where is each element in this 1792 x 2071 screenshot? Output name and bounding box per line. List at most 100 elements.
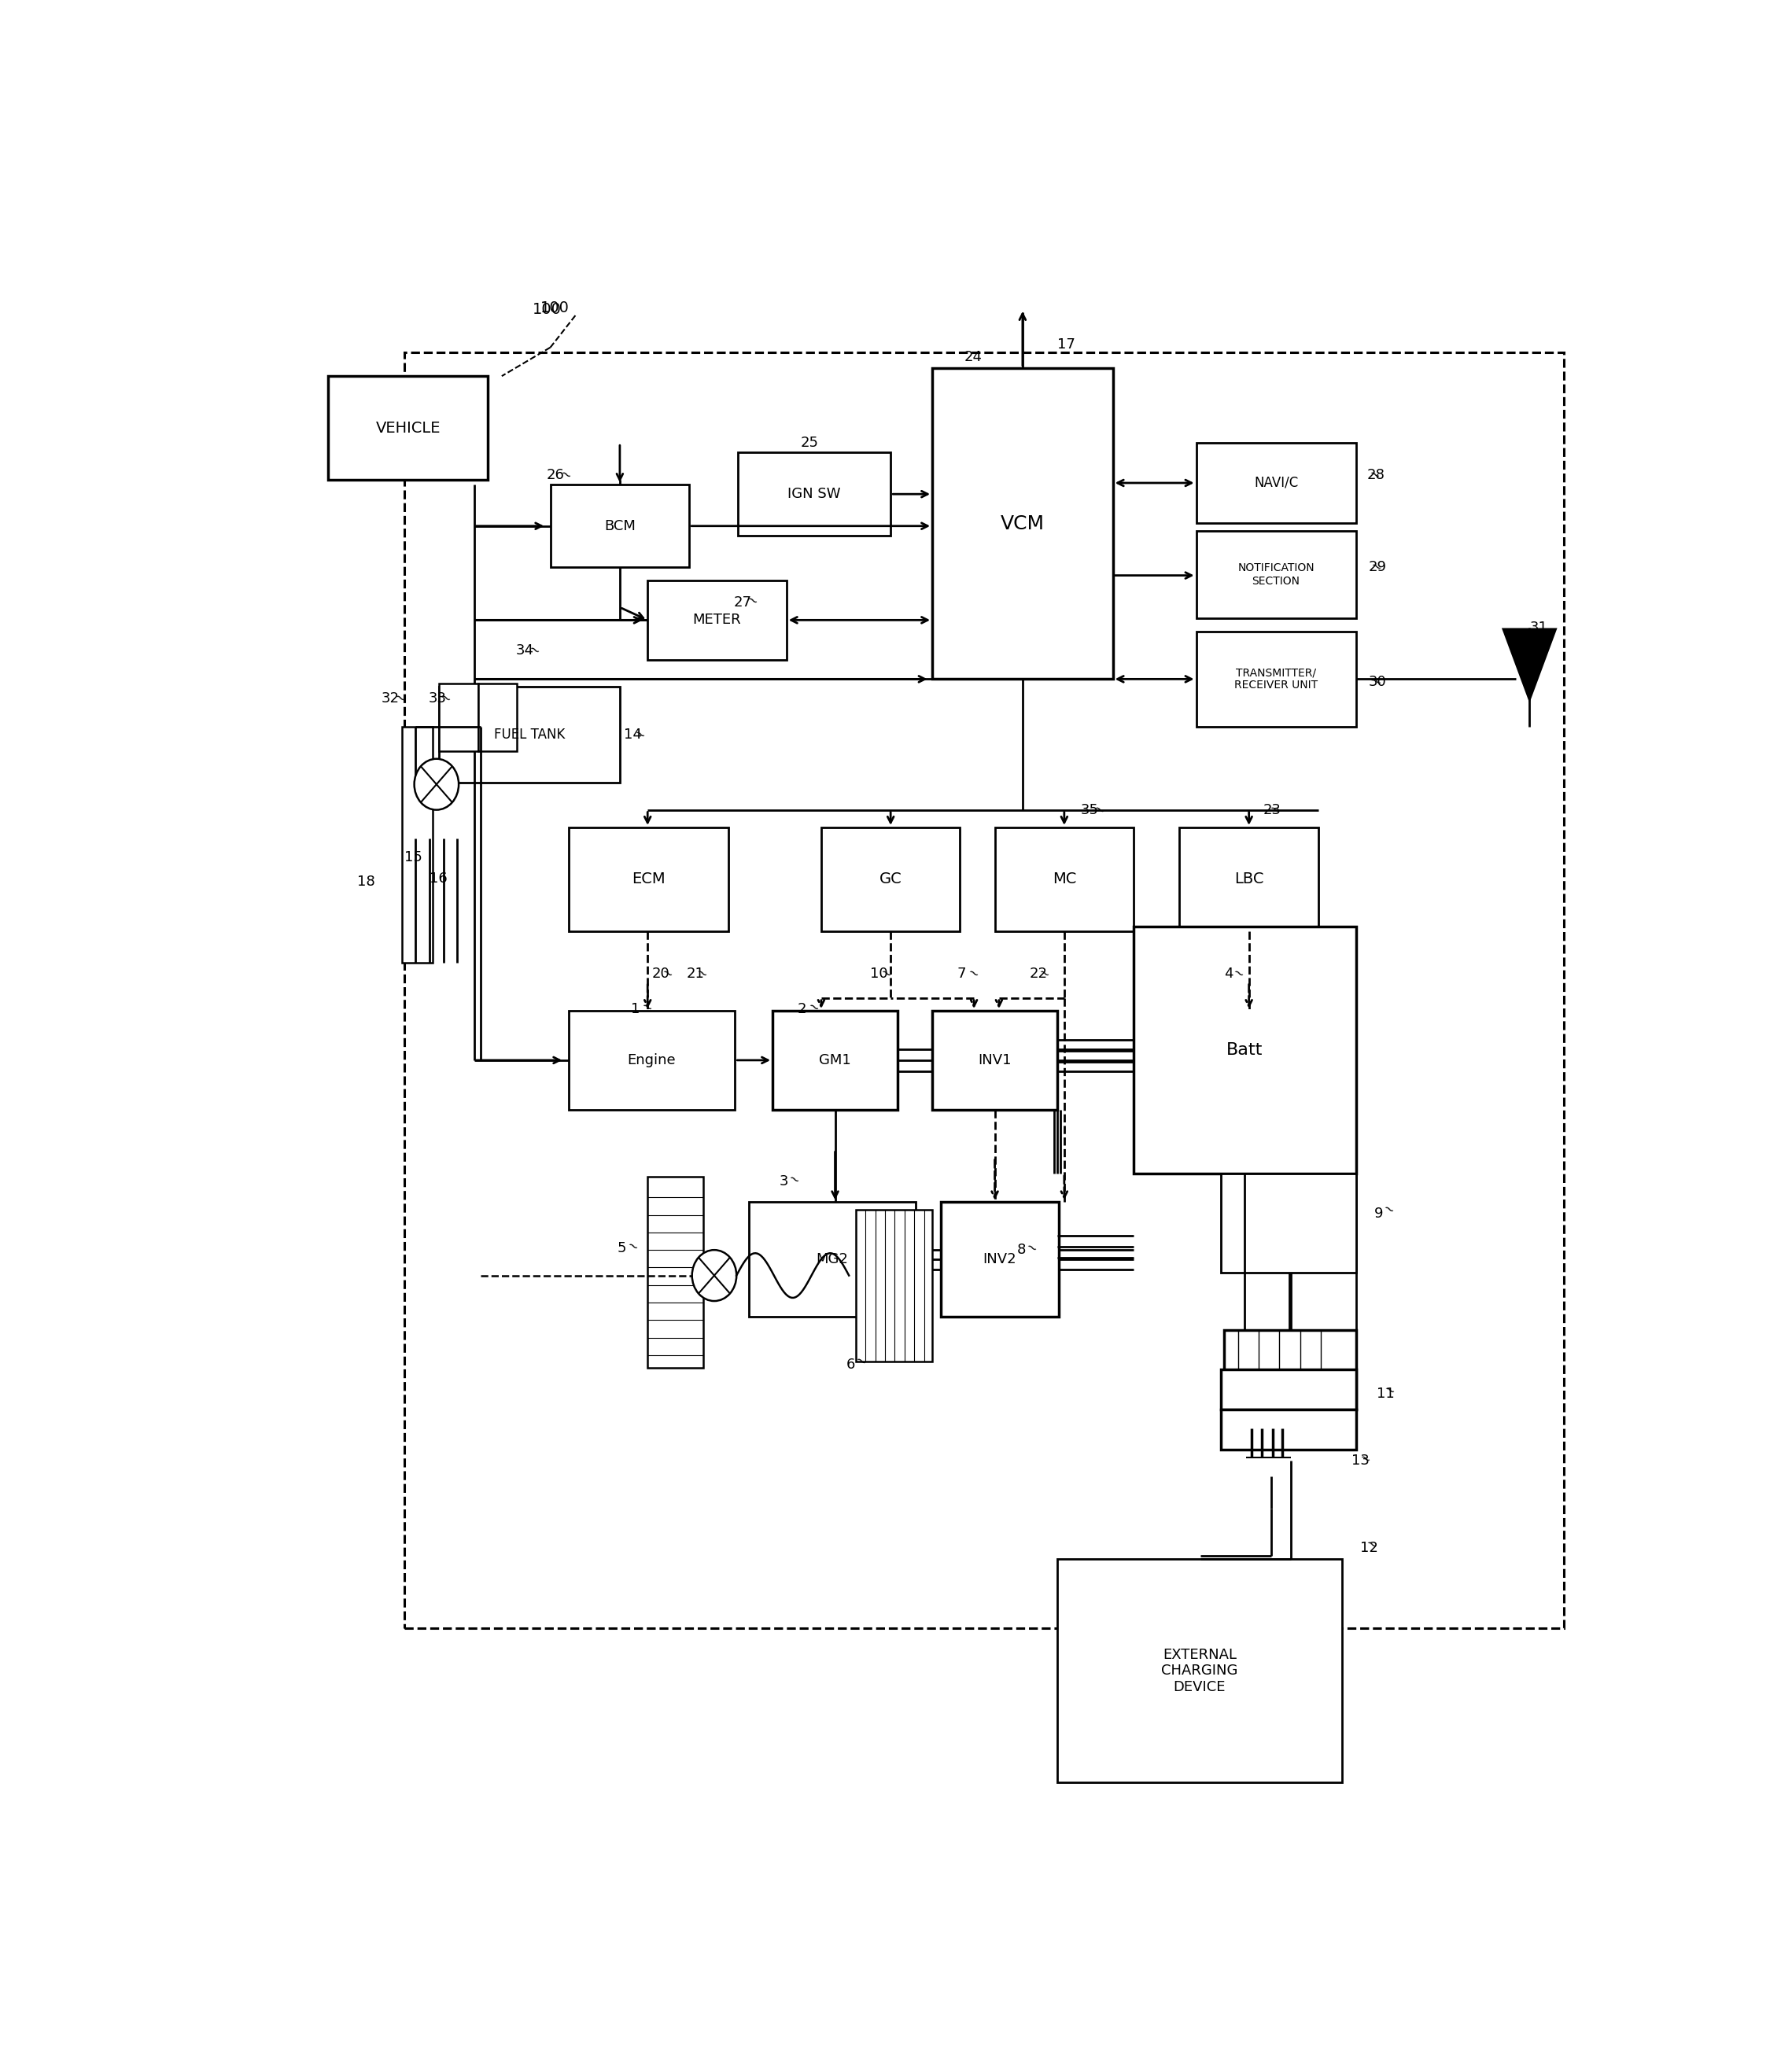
Circle shape xyxy=(414,758,459,810)
Text: 13: 13 xyxy=(1351,1454,1369,1468)
FancyBboxPatch shape xyxy=(1197,530,1357,619)
Text: NOTIFICATION
SECTION: NOTIFICATION SECTION xyxy=(1238,563,1314,586)
Text: METER: METER xyxy=(694,613,742,628)
Text: INV1: INV1 xyxy=(978,1054,1011,1067)
Text: 10: 10 xyxy=(869,967,887,982)
FancyBboxPatch shape xyxy=(568,828,728,932)
Text: EXTERNAL
CHARGING
DEVICE: EXTERNAL CHARGING DEVICE xyxy=(1161,1649,1238,1694)
Polygon shape xyxy=(1502,628,1557,702)
FancyBboxPatch shape xyxy=(1179,828,1319,932)
Text: 33: 33 xyxy=(428,692,446,706)
Text: BCM: BCM xyxy=(604,520,636,532)
Text: NAVI/C: NAVI/C xyxy=(1254,476,1297,491)
Text: 16: 16 xyxy=(430,872,448,886)
FancyBboxPatch shape xyxy=(932,369,1113,679)
Text: 18: 18 xyxy=(357,874,375,888)
Text: 17: 17 xyxy=(1057,338,1075,352)
Text: 7: 7 xyxy=(957,967,966,982)
Text: ~: ~ xyxy=(1366,466,1382,485)
FancyBboxPatch shape xyxy=(439,683,478,752)
Text: ~: ~ xyxy=(1036,965,1052,984)
Text: ~: ~ xyxy=(631,727,647,743)
Text: ~: ~ xyxy=(638,998,654,1017)
Text: 2: 2 xyxy=(797,1002,806,1017)
FancyBboxPatch shape xyxy=(772,1011,898,1110)
Text: IGN SW: IGN SW xyxy=(788,487,840,501)
Text: 6: 6 xyxy=(846,1359,855,1371)
Text: VCM: VCM xyxy=(1000,514,1045,532)
Text: ~: ~ xyxy=(1382,1381,1398,1400)
Text: 100: 100 xyxy=(532,302,561,317)
Text: ~: ~ xyxy=(1364,1537,1380,1553)
FancyBboxPatch shape xyxy=(1224,1330,1357,1410)
FancyBboxPatch shape xyxy=(749,1201,916,1317)
Text: ~: ~ xyxy=(437,690,453,706)
Text: ~: ~ xyxy=(525,642,541,659)
Circle shape xyxy=(692,1251,737,1301)
FancyBboxPatch shape xyxy=(1220,1369,1357,1410)
Text: ~: ~ xyxy=(557,466,573,485)
FancyBboxPatch shape xyxy=(821,828,961,932)
FancyBboxPatch shape xyxy=(1220,1410,1357,1450)
Text: ~: ~ xyxy=(876,965,894,984)
Text: 15: 15 xyxy=(405,851,423,866)
Text: 4: 4 xyxy=(1224,967,1233,982)
FancyBboxPatch shape xyxy=(932,1011,1057,1110)
Text: ~: ~ xyxy=(785,1170,801,1189)
Text: ~: ~ xyxy=(964,965,980,984)
Text: 28: 28 xyxy=(1367,468,1385,483)
Text: 1: 1 xyxy=(631,1002,640,1017)
FancyBboxPatch shape xyxy=(1220,1174,1357,1272)
Text: GC: GC xyxy=(880,872,901,886)
Text: 3: 3 xyxy=(780,1174,788,1189)
Text: 32: 32 xyxy=(382,692,400,706)
Text: ~: ~ xyxy=(744,592,760,609)
FancyBboxPatch shape xyxy=(647,1176,702,1369)
Text: 27: 27 xyxy=(733,596,753,609)
Text: 20: 20 xyxy=(652,967,670,982)
Text: FUEL TANK: FUEL TANK xyxy=(495,727,564,741)
Text: 34: 34 xyxy=(516,644,534,657)
FancyBboxPatch shape xyxy=(738,454,891,536)
FancyBboxPatch shape xyxy=(647,580,787,661)
Text: 11: 11 xyxy=(1376,1385,1394,1400)
Text: ~: ~ xyxy=(1265,801,1283,818)
Text: ~: ~ xyxy=(1357,1450,1373,1468)
Text: 29: 29 xyxy=(1369,561,1387,574)
Text: ECM: ECM xyxy=(631,872,665,886)
Text: 35: 35 xyxy=(1081,804,1098,816)
FancyBboxPatch shape xyxy=(568,1011,735,1110)
Text: GM1: GM1 xyxy=(819,1054,851,1067)
Text: ~: ~ xyxy=(1023,1241,1039,1257)
Text: ~: ~ xyxy=(1367,559,1383,576)
Text: 24: 24 xyxy=(964,350,982,364)
Text: 30: 30 xyxy=(1369,675,1387,690)
Text: 100: 100 xyxy=(541,300,570,315)
Text: ~: ~ xyxy=(1367,673,1383,692)
Text: MG2: MG2 xyxy=(815,1253,848,1267)
Text: ~: ~ xyxy=(694,965,710,984)
FancyBboxPatch shape xyxy=(1224,1174,1357,1270)
FancyBboxPatch shape xyxy=(439,688,620,783)
FancyBboxPatch shape xyxy=(1197,443,1357,522)
Text: ~: ~ xyxy=(391,690,407,706)
Text: MC: MC xyxy=(1052,872,1077,886)
FancyBboxPatch shape xyxy=(941,1201,1059,1317)
Text: TRANSMITTER/
RECEIVER UNIT: TRANSMITTER/ RECEIVER UNIT xyxy=(1235,667,1317,692)
FancyBboxPatch shape xyxy=(478,683,518,752)
FancyBboxPatch shape xyxy=(857,1209,932,1361)
FancyBboxPatch shape xyxy=(1197,632,1357,727)
Text: ~: ~ xyxy=(805,998,821,1017)
Text: Engine: Engine xyxy=(627,1054,676,1067)
Text: 25: 25 xyxy=(801,437,819,449)
Text: ~: ~ xyxy=(624,1238,640,1255)
FancyBboxPatch shape xyxy=(401,727,432,963)
FancyBboxPatch shape xyxy=(1057,1559,1342,1783)
FancyBboxPatch shape xyxy=(328,377,487,480)
Text: 22: 22 xyxy=(1030,967,1048,982)
Text: VEHICLE: VEHICLE xyxy=(376,420,441,435)
Text: 26: 26 xyxy=(547,468,564,483)
Text: ~: ~ xyxy=(1380,1201,1396,1220)
Text: 8: 8 xyxy=(1018,1243,1027,1257)
Text: 14: 14 xyxy=(624,727,642,741)
